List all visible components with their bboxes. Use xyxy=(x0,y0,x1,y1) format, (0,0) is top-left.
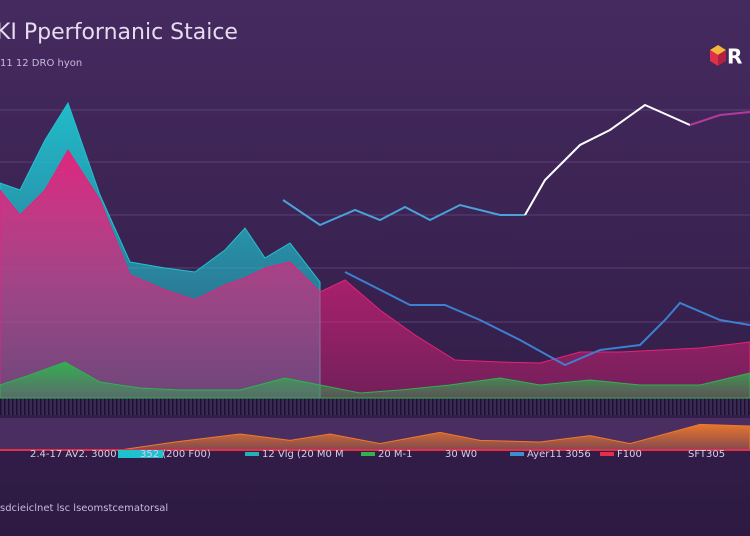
line xyxy=(524,103,691,216)
label: 20 M-1 xyxy=(378,449,413,460)
line xyxy=(344,271,750,367)
plot xyxy=(0,101,750,451)
label: 352 (200 F00) xyxy=(140,449,211,460)
legend-marker xyxy=(361,452,375,456)
legend-marker xyxy=(510,452,524,456)
label: F100 xyxy=(617,449,642,460)
brand-logo: R xyxy=(710,45,742,69)
subtitle: 11 12 DRO hyon xyxy=(0,58,82,69)
legend-marker xyxy=(245,452,259,456)
label: 2.4-17 AV2. 3000 xyxy=(30,449,117,460)
strip-ticks xyxy=(0,398,750,415)
highlight xyxy=(118,450,163,458)
area xyxy=(0,361,750,399)
legend-marker xyxy=(600,452,614,456)
title: KI Pperfornanic Staice xyxy=(0,20,238,45)
line xyxy=(282,199,525,227)
line xyxy=(689,111,750,126)
label: Ayer11 3056 xyxy=(527,449,591,460)
label: 30 W0 xyxy=(445,449,477,460)
area xyxy=(0,423,750,451)
brand: R xyxy=(727,45,742,69)
label: 12 Vlg (20 M0 M xyxy=(262,449,344,460)
area xyxy=(0,149,750,399)
footer: sdcieiclnet lsc lseomstcematorsal xyxy=(0,503,168,514)
label: SFT305 xyxy=(688,449,725,460)
